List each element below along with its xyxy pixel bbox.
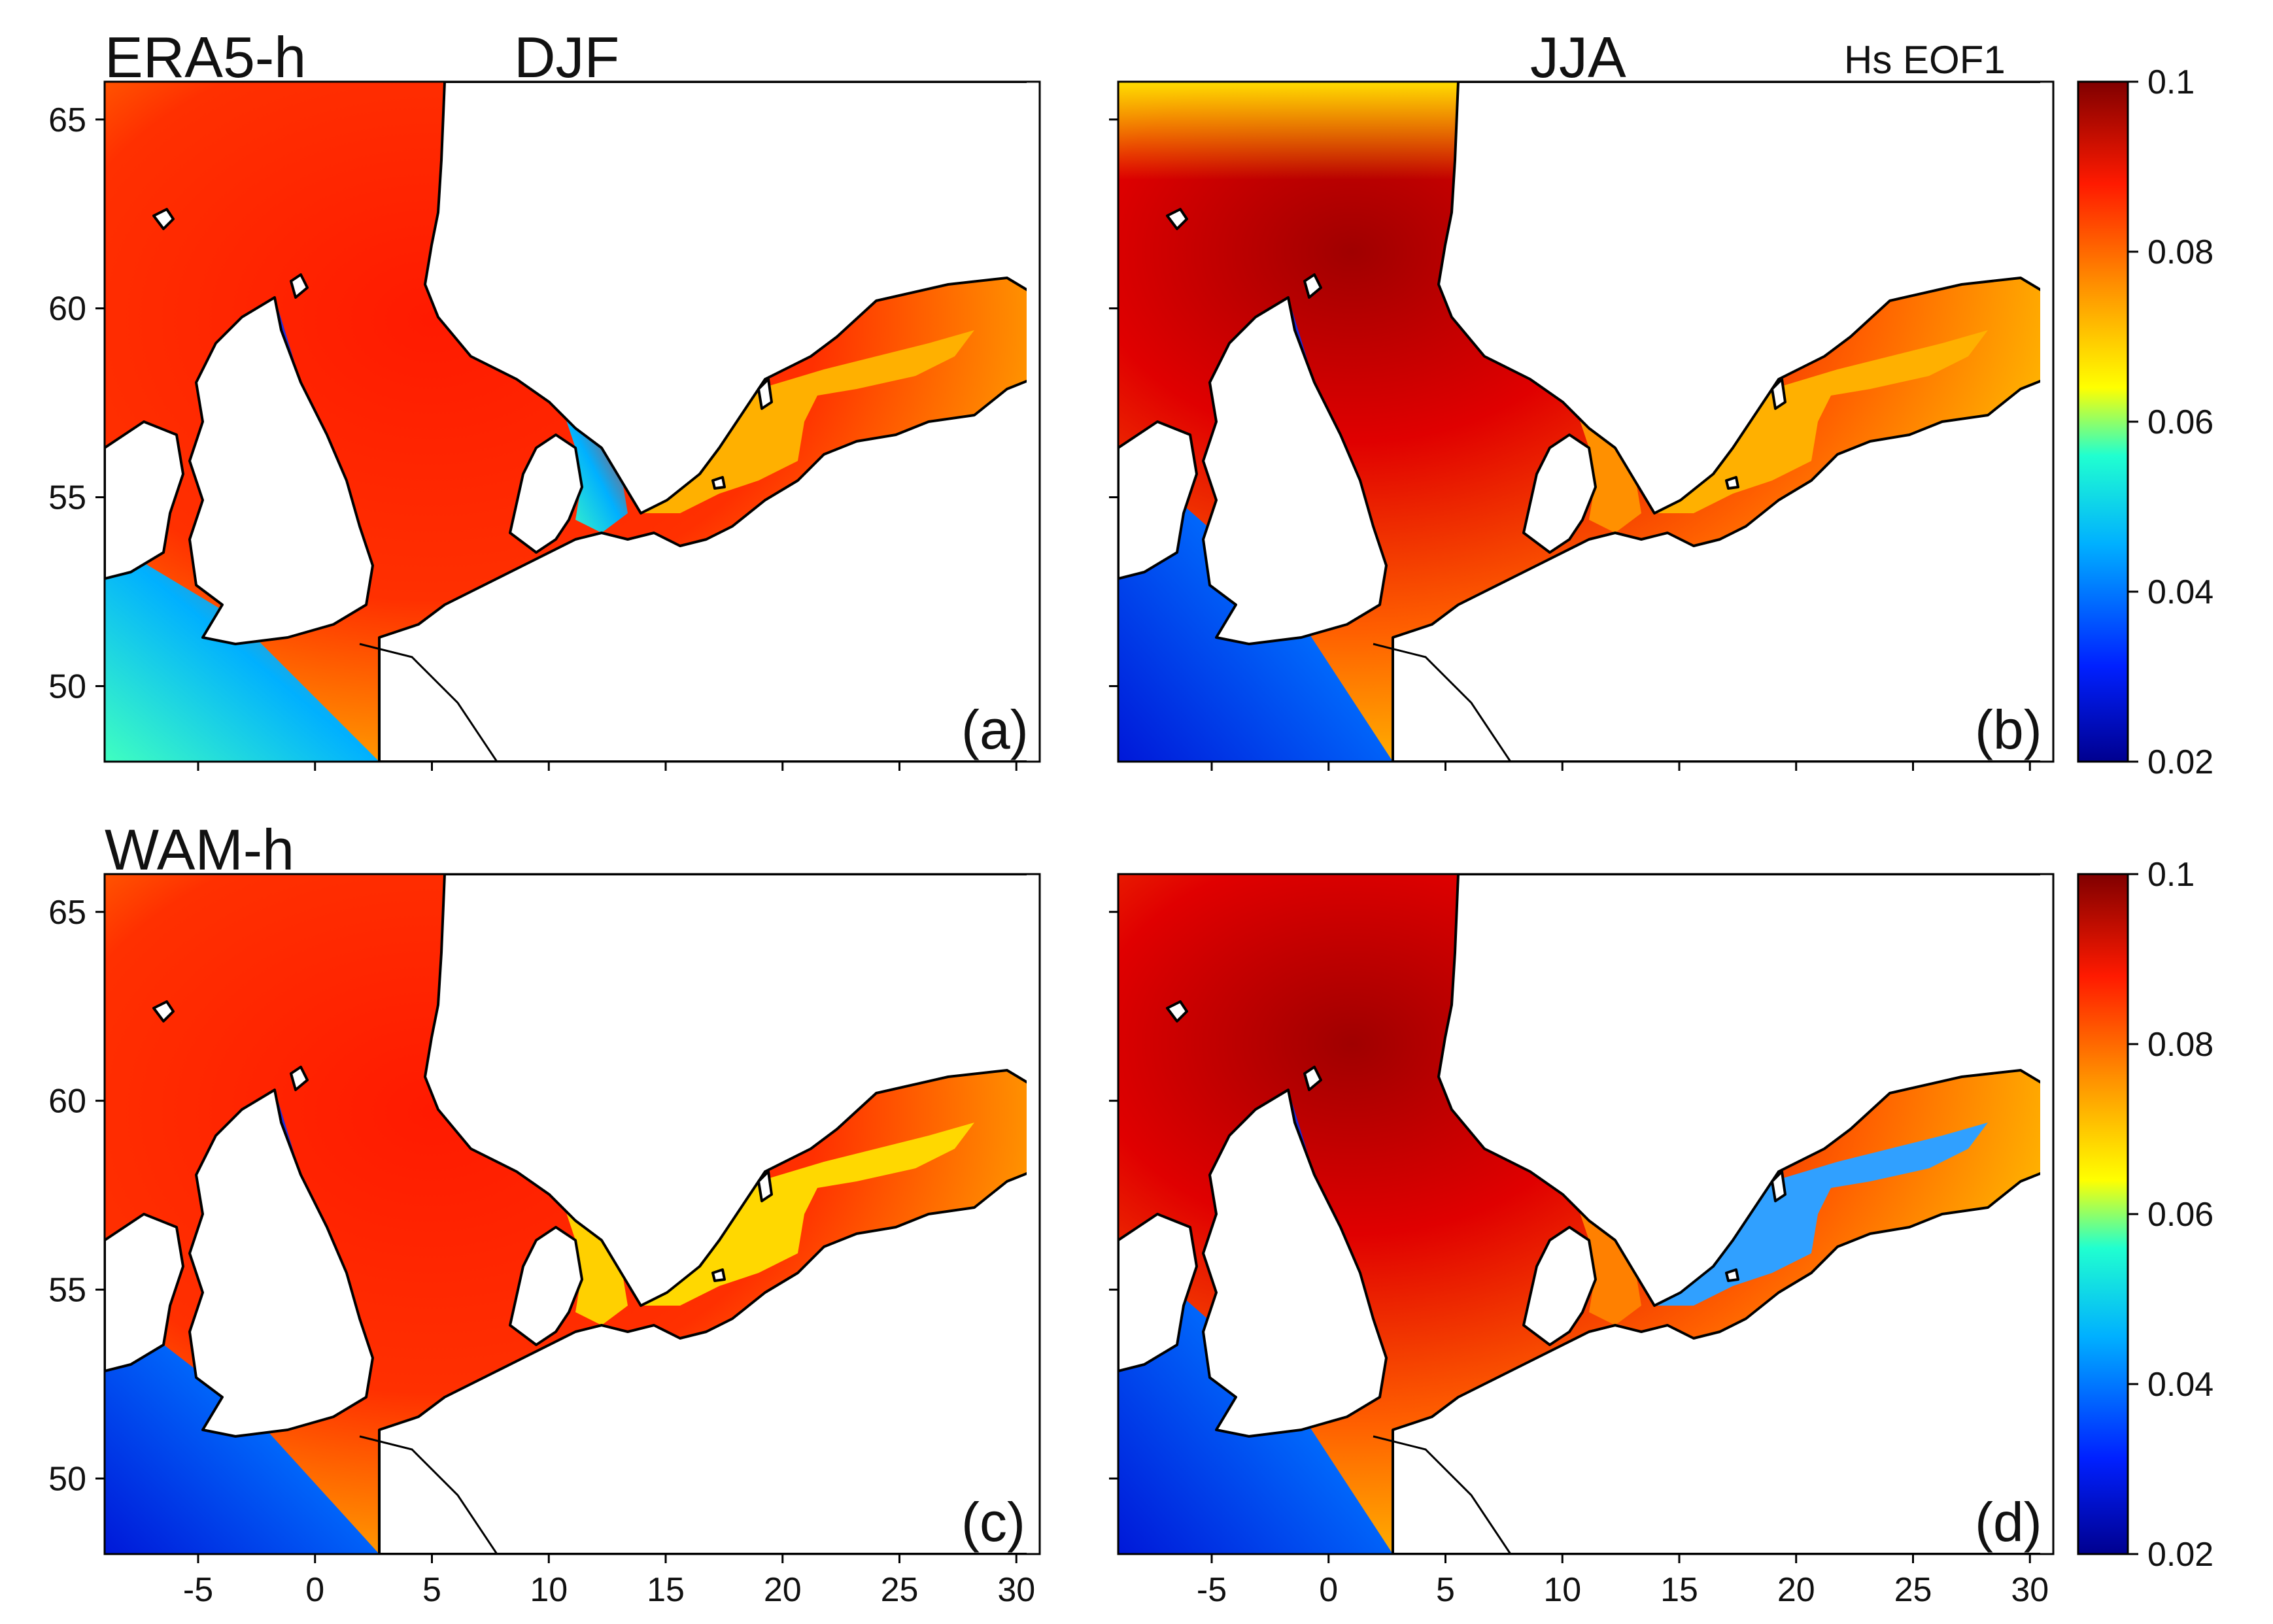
map-panel-d: (d) [1117, 873, 2055, 1555]
lat-tick-label: 65 [48, 894, 86, 932]
colorbar-bottom [2077, 873, 2129, 1555]
colorbar-tick-label: 0.02 [2147, 1536, 2213, 1574]
panel-label-d: (d) [1975, 1491, 2042, 1553]
lon-tick-label: 5 [422, 1571, 441, 1609]
panel-label-a: (a) [961, 699, 1029, 760]
axis-ticks: 50 55 60 65 -5 0 5 10 15 20 25 30 50 55 60 65 -5 0 5 10 15 20… [48, 63, 2213, 1609]
lon-tick-label: 25 [881, 1571, 919, 1609]
lon-tick-label: 30 [997, 1571, 1035, 1609]
colorbar-tick-label: 0.06 [2147, 1196, 2213, 1234]
panel-label-c: (c) [961, 1491, 1025, 1553]
map-panel-c: (c) [103, 873, 1041, 1555]
lon-tick-label: 15 [1660, 1571, 1698, 1609]
row-title-top: ERA5-h [105, 25, 306, 90]
lat-tick-label: 55 [48, 479, 86, 517]
lon-tick-label: 25 [1894, 1571, 1932, 1609]
panel-label-b: (b) [1975, 699, 2042, 760]
colorbar-tick-label: 0.02 [2147, 743, 2213, 781]
colorbar-tick-label: 0.1 [2147, 856, 2195, 894]
lat-tick-label: 60 [48, 290, 86, 328]
lon-tick-label: 0 [305, 1571, 324, 1609]
colorbar-tick-label: 0.08 [2147, 1026, 2213, 1064]
lat-tick-label: 50 [48, 1460, 86, 1498]
lat-tick-label: 55 [48, 1272, 86, 1310]
lon-tick-label: 15 [647, 1571, 685, 1609]
colorbar-tick-label: 0.04 [2147, 573, 2213, 611]
lon-tick-label: 0 [1319, 1571, 1338, 1609]
colorbar-tick-label: 0.1 [2147, 63, 2195, 101]
lon-tick-label: 20 [1777, 1571, 1815, 1609]
lon-tick-label: 5 [1436, 1571, 1455, 1609]
lon-tick-label: 10 [1543, 1571, 1581, 1609]
map-panel-a: (a) [103, 80, 1041, 763]
row-title-bottom: WAM-h [105, 817, 294, 882]
colorbar-tick-label: 0.08 [2147, 233, 2213, 271]
lon-tick-label: 10 [530, 1571, 568, 1609]
colorbar-tick-label: 0.06 [2147, 403, 2213, 441]
colorbar-top [2077, 80, 2129, 763]
lat-tick-label: 50 [48, 668, 86, 705]
map-panel-b: (b) [1117, 80, 2055, 763]
lon-tick-label: -5 [183, 1571, 213, 1609]
colorbar-title: Hs EOF1 [1844, 38, 2006, 82]
season-title-winter: DJF [514, 25, 619, 90]
colorbar-tick-label: 0.04 [2147, 1366, 2213, 1404]
lon-tick-label: 20 [764, 1571, 802, 1609]
lat-tick-label: 65 [48, 101, 86, 139]
lon-tick-label: 30 [2011, 1571, 2049, 1609]
lon-tick-label: -5 [1197, 1571, 1227, 1609]
lat-tick-label: 60 [48, 1083, 86, 1121]
season-title-summer: JJA [1530, 25, 1626, 90]
